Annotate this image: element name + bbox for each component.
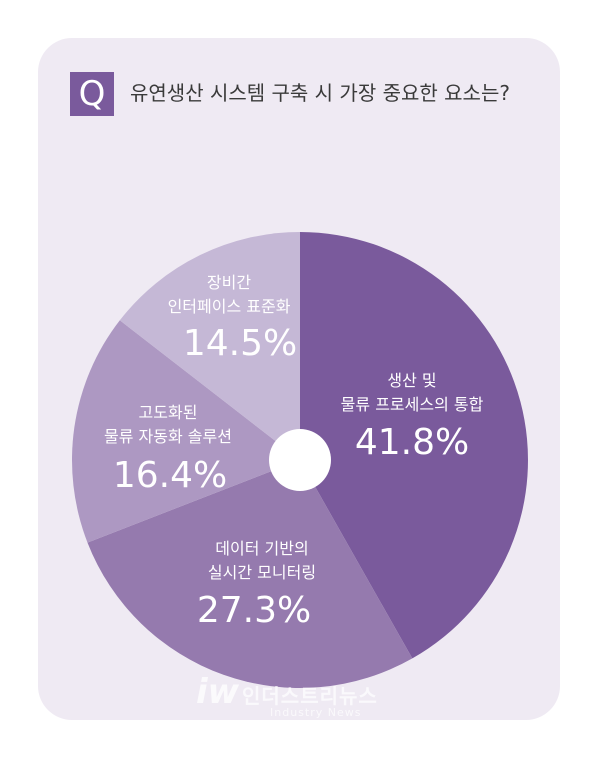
slice-2-label-line-2: 물류 자동화 솔루션 [104, 427, 232, 446]
pie-slices [72, 231, 528, 688]
watermark-logo: iw [196, 672, 240, 712]
question-title: 유연생산 시스템 구축 시 가장 중요한 요소는? [130, 81, 510, 105]
q-badge: Q [70, 72, 114, 116]
slice-3-value-label: 14.5% [183, 323, 297, 364]
pie-slice-3 [119, 231, 300, 460]
slice-0-label-line-1: 생산 및 [387, 371, 436, 390]
pie-slice-0 [300, 232, 528, 659]
slice-2-value-label: 16.4% [113, 455, 227, 496]
slice-1-label-line-2: 실시간 모니터링 [208, 563, 316, 582]
slice-1-label-line-1: 데이터 기반의 [215, 539, 308, 558]
watermark-name: 인더스트리뉴스 [242, 684, 378, 708]
slice-3-label-line-2: 인터페이스 표준화 [168, 297, 291, 316]
watermark: iw 인더스트리뉴스 Industry News [196, 672, 416, 722]
pie-center-hole [269, 429, 331, 491]
slice-1-value-label: 27.3% [197, 590, 311, 631]
pie-slice-2 [72, 320, 300, 543]
slice-0-value-label: 41.8% [355, 422, 469, 463]
slice-3-label-line-1: 장비간 [207, 273, 251, 292]
slice-2-label-line-1: 고도화된 [139, 403, 198, 422]
watermark-name-en: Industry News [270, 706, 362, 719]
slice-0-label-line-2: 물류 프로세스의 통합 [341, 395, 484, 414]
pie-slice-1 [87, 460, 413, 688]
